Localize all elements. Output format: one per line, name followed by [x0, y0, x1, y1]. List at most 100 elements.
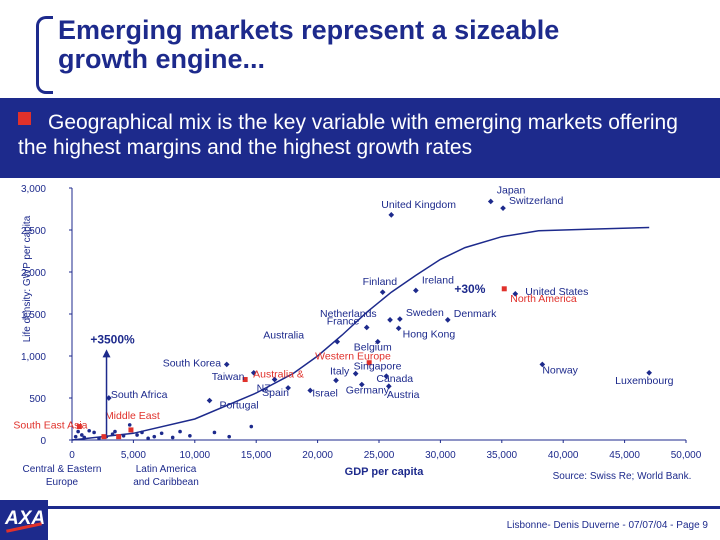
region-label: Western Europe: [315, 351, 391, 363]
x-tick-label: 25,000: [364, 450, 395, 461]
country-point: [444, 317, 451, 323]
y-tick-label: 2,500: [21, 226, 46, 237]
country-label: Japan: [497, 184, 526, 196]
country-point: [379, 289, 386, 295]
x-tick-label: 45,000: [609, 450, 640, 461]
y-tick-label: 2,000: [21, 268, 46, 279]
x-tick-label: 0: [69, 450, 75, 461]
trendline: [71, 226, 650, 441]
footer-text: Lisbonne- Denis Duverne - 07/07/04 - Pag…: [506, 520, 708, 531]
country-label: Taiwan: [212, 371, 245, 383]
country-label: Netherlands: [320, 308, 377, 320]
page-title: Emerging markets represent a sizeable gr…: [58, 16, 559, 74]
region-point: [128, 427, 134, 433]
region-point: [76, 424, 82, 430]
country-label: Luxembourg: [615, 375, 674, 387]
source-note: Source: Swiss Re; World Bank.: [553, 471, 692, 482]
country-label: South Africa: [111, 389, 168, 401]
category-label-latam-1: Latin America: [136, 464, 197, 475]
bullet-text: Geographical mix is the key variable wit…: [18, 111, 678, 159]
country-label: NZ: [257, 383, 272, 395]
country-label: United States: [525, 286, 588, 298]
country-point: [250, 369, 257, 376]
region-point: [366, 360, 372, 366]
data-point: [92, 430, 96, 435]
data-point: [140, 430, 144, 435]
data-point: [121, 434, 126, 438]
y-tick-label: 0: [40, 436, 46, 447]
y-tick-label: 500: [29, 394, 46, 405]
data-point: [97, 436, 101, 441]
data-point: [178, 429, 182, 434]
region-label: Australia &: [253, 369, 304, 381]
country-label: Canada: [376, 373, 413, 385]
country-label: Belgium: [354, 342, 392, 354]
y-tick-label: 3,000: [21, 184, 46, 195]
country-point: [539, 361, 546, 368]
title-line-2: growth engine...: [58, 44, 265, 74]
footer-rule: [48, 506, 720, 509]
y-tick-label: 1,500: [21, 310, 46, 321]
country-label: Singapore: [354, 361, 402, 373]
country-point: [271, 376, 278, 383]
country-point: [363, 324, 370, 331]
x-tick-label: 20,000: [302, 450, 333, 461]
country-point: [223, 361, 230, 368]
data-point: [113, 429, 117, 434]
region-label: Middle East: [105, 410, 160, 422]
data-point: [212, 430, 217, 435]
country-point: [352, 370, 359, 377]
x-tick-label: 30,000: [425, 450, 456, 461]
data-point: [87, 428, 91, 433]
country-label: Germany: [346, 385, 390, 397]
country-label: Austria: [387, 389, 420, 401]
data-point: [76, 429, 80, 434]
country-label: Hong Kong: [403, 328, 456, 340]
country-label: Spain: [262, 387, 289, 399]
x-tick-label: 40,000: [548, 450, 579, 461]
country-point: [285, 385, 291, 391]
country-label: Norway: [542, 364, 578, 376]
x-tick-label: 5,000: [121, 450, 146, 461]
annotation-arrow-head: [102, 349, 111, 358]
y-axis-label: Life density: GWP per capita: [22, 215, 33, 342]
country-point: [383, 373, 390, 379]
country-label: Switzerland: [509, 195, 563, 207]
region-point: [501, 286, 507, 292]
country-point: [106, 395, 112, 401]
growth-annotation: +3500%: [90, 332, 135, 346]
country-point: [333, 377, 339, 384]
country-label: Ireland: [422, 274, 454, 286]
x-tick-label: 50,000: [671, 450, 702, 461]
axa-logo: AXA: [0, 500, 48, 540]
data-point: [152, 434, 157, 439]
data-point: [135, 433, 139, 437]
country-point: [395, 325, 402, 332]
country-point: [206, 397, 213, 404]
data-point: [159, 431, 164, 436]
country-point: [307, 387, 314, 394]
y-tick-label: 1,000: [21, 352, 46, 363]
data-point: [249, 424, 254, 429]
country-label: Denmark: [454, 308, 497, 320]
data-point: [146, 436, 150, 441]
axes: 0 500 1,000 1,500 2,000 2,500 3,000 0 5,000 10,00…: [21, 184, 702, 461]
title-line-1: Emerging markets represent a sizeable: [58, 15, 560, 45]
trendline-group: [71, 226, 650, 441]
x-axis-label: GDP per capita: [345, 466, 425, 478]
data-point: [227, 434, 231, 439]
bullet-square-icon: [18, 112, 31, 125]
country-label: Israel: [312, 387, 338, 399]
country-point: [387, 317, 393, 323]
country-label: Finland: [363, 276, 398, 288]
country-label: Australia: [263, 330, 304, 342]
country-point: [358, 381, 365, 388]
data-point: [127, 423, 132, 427]
x-tick-label: 35,000: [487, 450, 518, 461]
country-label: South Korea: [163, 357, 222, 369]
growth-annotation: +30%: [454, 282, 485, 296]
data-point: [80, 433, 84, 437]
country-point: [512, 291, 519, 297]
data-point: [188, 434, 192, 438]
region-point: [242, 377, 248, 383]
